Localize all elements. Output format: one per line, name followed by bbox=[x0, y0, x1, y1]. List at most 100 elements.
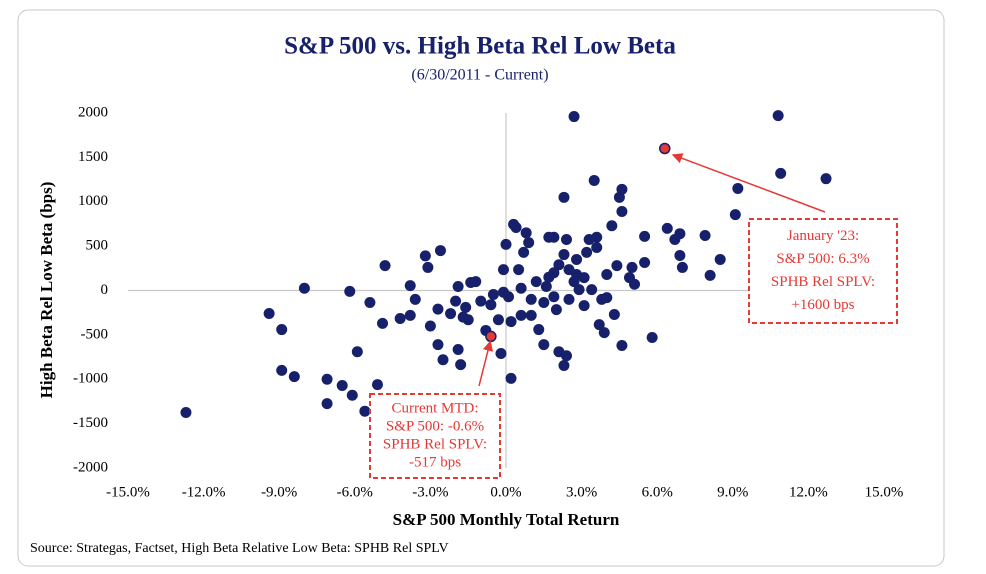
frame bbox=[17, 9, 945, 567]
point bbox=[505, 372, 517, 384]
highlight-point bbox=[659, 142, 671, 155]
point bbox=[704, 269, 716, 281]
point bbox=[548, 267, 560, 279]
point bbox=[699, 229, 711, 241]
point bbox=[336, 379, 348, 391]
y-tick-label: -2000 bbox=[73, 459, 108, 475]
y-tick-label: 0 bbox=[101, 282, 109, 298]
point bbox=[422, 261, 434, 273]
y-tick-label: 500 bbox=[86, 238, 109, 254]
point bbox=[432, 303, 444, 315]
point bbox=[538, 296, 550, 308]
point bbox=[629, 278, 641, 290]
point bbox=[513, 264, 525, 276]
point bbox=[450, 295, 462, 307]
point bbox=[639, 230, 651, 242]
annotation-box bbox=[748, 218, 898, 324]
y-tick-label: -500 bbox=[81, 326, 109, 342]
point bbox=[533, 324, 545, 336]
point bbox=[419, 250, 431, 262]
x-axis-label: S&P 500 Monthly Total Return bbox=[393, 510, 620, 529]
y-tick-label: 2000 bbox=[78, 104, 108, 120]
chart-subtitle: (6/30/2011 - Current) bbox=[411, 67, 548, 84]
highlight-point bbox=[485, 330, 497, 343]
point bbox=[820, 173, 832, 185]
point bbox=[434, 245, 446, 257]
point bbox=[558, 249, 570, 261]
point bbox=[558, 359, 570, 371]
point bbox=[568, 111, 580, 123]
point bbox=[530, 276, 542, 288]
point bbox=[578, 300, 590, 312]
point bbox=[560, 350, 572, 362]
point bbox=[424, 320, 436, 332]
point bbox=[674, 249, 686, 261]
point bbox=[364, 296, 376, 308]
point bbox=[606, 220, 618, 232]
point bbox=[573, 284, 585, 296]
point bbox=[591, 241, 603, 253]
annotation-text: -517 bps bbox=[409, 454, 461, 470]
source: Source: Strategas, Factset, High Beta Re… bbox=[30, 541, 449, 556]
point bbox=[321, 373, 333, 385]
point bbox=[497, 264, 509, 276]
annotation-box bbox=[369, 393, 501, 479]
point bbox=[344, 285, 356, 297]
point bbox=[581, 246, 593, 258]
annotation-text: Current MTD: bbox=[391, 400, 478, 416]
point bbox=[588, 174, 600, 186]
point bbox=[409, 293, 421, 305]
point bbox=[578, 272, 590, 284]
x-tick-label: -9.0% bbox=[261, 484, 297, 500]
point bbox=[550, 304, 562, 316]
point bbox=[661, 222, 673, 234]
point bbox=[732, 182, 744, 194]
point bbox=[538, 339, 550, 351]
point bbox=[298, 282, 310, 294]
point bbox=[371, 379, 383, 391]
point bbox=[487, 288, 499, 300]
point bbox=[714, 253, 726, 265]
point bbox=[510, 221, 522, 233]
point bbox=[548, 231, 560, 243]
point bbox=[495, 348, 507, 360]
point bbox=[359, 405, 371, 417]
point bbox=[598, 327, 610, 339]
point bbox=[379, 260, 391, 272]
x-tick-label: -12.0% bbox=[182, 484, 226, 500]
point bbox=[288, 371, 300, 383]
point bbox=[553, 259, 565, 271]
chart-title: S&P 500 vs. High Beta Rel Low Beta bbox=[284, 33, 676, 60]
point bbox=[475, 295, 487, 307]
point bbox=[180, 407, 192, 419]
y-tick-label: 1000 bbox=[78, 193, 108, 209]
annotation-text: SPHB Rel SPLV: bbox=[771, 274, 875, 290]
point bbox=[608, 308, 620, 320]
point bbox=[616, 183, 628, 195]
annotation-text: January '23: bbox=[787, 228, 859, 244]
point bbox=[611, 260, 623, 272]
point bbox=[377, 317, 389, 329]
point bbox=[525, 309, 537, 321]
point bbox=[404, 280, 416, 292]
x-tick-label: 3.0% bbox=[566, 484, 597, 500]
point bbox=[492, 314, 504, 326]
point bbox=[520, 227, 532, 239]
point bbox=[729, 209, 741, 221]
point bbox=[437, 354, 449, 366]
point bbox=[548, 291, 560, 303]
annotation-text: S&P 500: 6.3% bbox=[776, 251, 869, 267]
y-tick-label: 1500 bbox=[78, 149, 108, 165]
x-tick-label: 9.0% bbox=[717, 484, 748, 500]
annotation-text: +1600 bps bbox=[791, 297, 854, 313]
y-axis-label: High Beta Rel Low Beta (bps) bbox=[37, 182, 56, 399]
point bbox=[394, 312, 406, 324]
point bbox=[445, 308, 457, 320]
annotation-text: S&P 500: -0.6% bbox=[386, 418, 484, 434]
x-tick-label: -6.0% bbox=[337, 484, 373, 500]
point bbox=[452, 344, 464, 356]
y-tick-label: -1000 bbox=[73, 371, 108, 387]
point bbox=[505, 316, 517, 328]
point bbox=[571, 253, 583, 265]
